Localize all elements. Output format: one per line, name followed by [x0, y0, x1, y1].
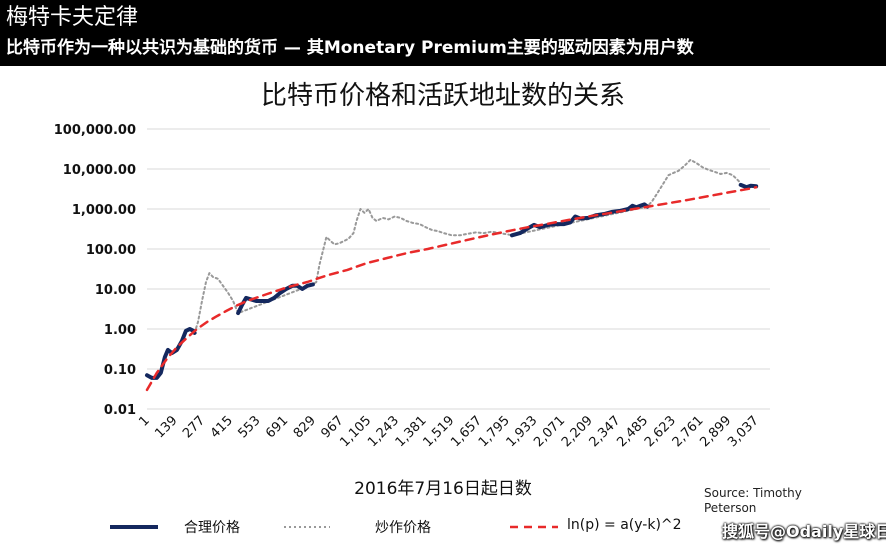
y-tick-labels: 0.01 0.10 1.00 10.00 100.00 1,000.00 10,000.00…: [54, 123, 136, 418]
grid-lines: [147, 128, 770, 410]
y-tick-label: 1.00: [104, 323, 136, 338]
y-tick-label: 0.01: [104, 403, 136, 418]
x-tick-label: 415: [208, 413, 236, 441]
x-tick-label: 691: [263, 413, 291, 441]
legend-label-spec: 炒作价格: [375, 520, 431, 536]
watermark: 搜狐号@Odaily星球日报: [722, 522, 886, 541]
x-axis-label: 2016年7月16日起日数: [354, 479, 532, 499]
y-tick-label: 1,000.00: [72, 203, 136, 218]
y-tick-label: 100.00: [86, 243, 136, 258]
header-banner: 梅特卡夫定律 比特币作为一种以共识为基础的货币 — 其Monetary Prem…: [0, 0, 886, 66]
y-tick-label: 10,000.00: [63, 163, 136, 178]
y-tick-label: 0.10: [104, 363, 136, 378]
series-speculative-price: [193, 158, 742, 334]
header-title: 梅特卡夫定律: [6, 5, 139, 30]
x-tick-label: 1: [136, 413, 152, 429]
source-note: Source: Timothy Peterson: [704, 486, 802, 515]
x-tick-label: 829: [291, 413, 319, 441]
y-tick-label: 10.00: [95, 283, 136, 298]
series-lines: [145, 158, 759, 392]
x-tick-label: 139: [152, 413, 180, 441]
series-fit-curve: [145, 185, 758, 392]
header-subtitle: 比特币作为一种以共识为基础的货币 — 其Monetary Premium主要的驱…: [6, 38, 694, 58]
x-tick-label: 553: [235, 413, 263, 441]
y-tick-label: 100,000.00: [54, 123, 136, 138]
legend-label-fair: 合理价格: [184, 520, 240, 536]
legend-label-fit: ln(p) = a(y-k)^2: [567, 517, 682, 533]
series-fair-price: [738, 182, 759, 190]
series-fair-price: [236, 282, 315, 316]
x-tick-labels: 1 139 277 415 553 691 829 9671,1051,2431,3811,5…: [136, 413, 762, 450]
x-tick-label: 277: [180, 413, 208, 441]
chart-title: 比特币价格和活跃地址数的关系: [260, 81, 625, 111]
x-tick-label: 3,037: [725, 413, 762, 450]
